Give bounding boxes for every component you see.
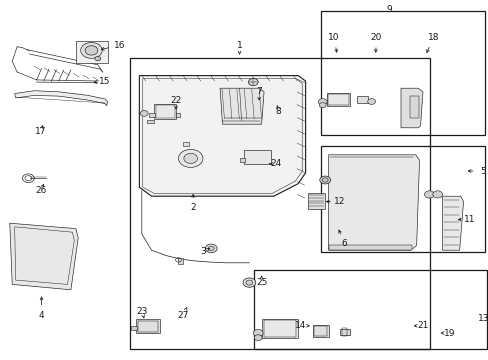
Bar	[261, 319, 298, 338]
Circle shape	[367, 99, 375, 104]
Bar	[129, 58, 429, 349]
Text: 18: 18	[427, 33, 438, 42]
Circle shape	[245, 280, 252, 285]
Bar	[328, 245, 411, 250]
Bar	[312, 325, 328, 337]
Bar	[307, 193, 325, 209]
Bar	[356, 96, 367, 103]
Circle shape	[178, 149, 203, 167]
Bar	[131, 326, 137, 330]
Circle shape	[205, 244, 217, 253]
Bar	[154, 104, 176, 119]
Circle shape	[319, 103, 325, 108]
Circle shape	[253, 329, 263, 337]
Text: 4: 4	[39, 310, 44, 320]
Polygon shape	[10, 223, 78, 290]
Text: 11: 11	[463, 215, 474, 224]
Text: 6: 6	[341, 238, 347, 248]
Circle shape	[95, 57, 101, 61]
Text: 10: 10	[327, 33, 339, 42]
Text: 25: 25	[255, 278, 267, 287]
Circle shape	[322, 178, 327, 182]
Circle shape	[432, 191, 442, 198]
Text: 14: 14	[294, 321, 306, 330]
Polygon shape	[15, 91, 107, 106]
Polygon shape	[328, 155, 419, 250]
Text: 8: 8	[275, 107, 281, 116]
Text: 22: 22	[170, 96, 182, 105]
Bar	[175, 113, 180, 117]
Text: 5: 5	[479, 166, 485, 175]
Bar	[239, 158, 245, 162]
Text: 26: 26	[35, 186, 46, 195]
Text: 13: 13	[477, 314, 488, 323]
Bar	[136, 319, 160, 333]
Text: 2: 2	[190, 202, 196, 211]
Circle shape	[319, 176, 330, 184]
Bar	[76, 41, 107, 63]
Bar	[339, 329, 349, 335]
Bar	[244, 150, 271, 164]
Polygon shape	[442, 196, 463, 250]
Text: 24: 24	[270, 159, 282, 168]
Bar	[321, 146, 484, 252]
Bar	[327, 94, 348, 105]
Text: 15: 15	[99, 77, 111, 85]
Bar	[342, 328, 346, 336]
Bar	[138, 321, 158, 332]
Bar	[178, 258, 183, 264]
Circle shape	[81, 42, 102, 58]
Bar	[409, 96, 418, 118]
Circle shape	[248, 78, 258, 86]
Circle shape	[424, 191, 433, 198]
Bar	[321, 11, 484, 135]
Text: 16: 16	[114, 40, 125, 49]
Text: 17: 17	[35, 127, 46, 136]
Bar	[146, 120, 154, 123]
Text: 23: 23	[136, 307, 147, 316]
Text: 27: 27	[177, 310, 189, 320]
Text: 20: 20	[370, 33, 382, 42]
Text: 19: 19	[443, 328, 455, 338]
Text: 3: 3	[200, 248, 205, 256]
Polygon shape	[400, 88, 422, 128]
Circle shape	[243, 278, 255, 287]
Circle shape	[85, 46, 98, 55]
Text: 21: 21	[417, 321, 428, 330]
Circle shape	[254, 335, 262, 341]
Bar	[254, 270, 486, 349]
Bar	[155, 105, 174, 118]
Bar	[326, 93, 349, 106]
Circle shape	[208, 246, 214, 251]
Circle shape	[140, 111, 148, 116]
Bar	[263, 320, 296, 337]
Text: 7: 7	[256, 87, 262, 96]
Text: 12: 12	[333, 197, 345, 206]
Bar	[149, 113, 155, 117]
Circle shape	[183, 153, 197, 163]
Text: 1: 1	[236, 40, 242, 49]
Bar	[314, 326, 326, 336]
Circle shape	[318, 99, 326, 105]
Text: 9: 9	[385, 4, 391, 13]
Bar	[183, 142, 189, 146]
Polygon shape	[139, 76, 305, 196]
Polygon shape	[220, 88, 264, 124]
